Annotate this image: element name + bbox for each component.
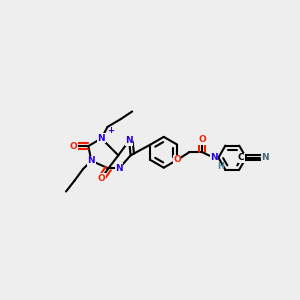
Text: N: N bbox=[88, 156, 95, 165]
Text: N: N bbox=[210, 153, 218, 162]
Text: O: O bbox=[98, 174, 105, 183]
Text: O: O bbox=[198, 135, 206, 144]
Text: H: H bbox=[217, 161, 224, 170]
Text: O: O bbox=[70, 142, 77, 151]
Text: C: C bbox=[238, 153, 244, 162]
Text: N: N bbox=[115, 164, 123, 173]
Text: N: N bbox=[125, 136, 133, 145]
Text: N: N bbox=[262, 153, 269, 162]
Text: N: N bbox=[98, 134, 105, 143]
Text: +: + bbox=[107, 126, 114, 135]
Text: O: O bbox=[173, 155, 181, 164]
